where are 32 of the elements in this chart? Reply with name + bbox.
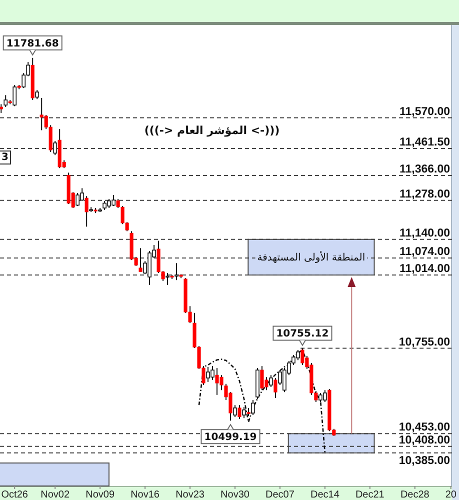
ref-line-label: 11,140.00: [399, 227, 450, 240]
note: 3: [0, 150, 11, 164]
x-tick-label: Dec14: [310, 490, 340, 500]
ref-line-label: 11,278.00: [399, 188, 450, 200]
x-tick-label: Dec28: [400, 490, 430, 500]
ref-line-label: 11,366.00: [399, 163, 450, 176]
ref-line-label: 10,755.00: [398, 336, 450, 348]
value-callout: 10755.12: [272, 326, 332, 346]
x-tick-label: Dec07: [266, 490, 295, 500]
ref-line-label: 11,014.00: [399, 263, 450, 276]
annotation: 10755.12: [276, 328, 329, 340]
x-tick-label: 20: [445, 490, 457, 500]
x-tick-label: Nov23: [176, 490, 205, 500]
ref-line-label: 10,408.00: [398, 434, 450, 446]
x-tick-label: Nov30: [220, 490, 250, 500]
ref-line-label: 10,453.00: [398, 422, 450, 434]
ref-line-label: 11,570.00: [399, 106, 450, 118]
value-callout: 10499.19: [200, 424, 260, 444]
annotation: 11781.68: [6, 38, 59, 50]
ref-line-label: 10,385.00: [398, 454, 450, 467]
x-tick-label: Nov16: [130, 490, 160, 500]
x-tick-label: Oct26: [1, 490, 28, 500]
ref-line-label: 11,461.50: [399, 136, 450, 148]
x-tick-label: Nov09: [86, 490, 115, 500]
x-tick-label: Dec21: [355, 490, 385, 500]
value-callout: 11781.68: [2, 35, 62, 56]
annotation: 3: [2, 152, 8, 163]
x-tick-label: Nov02: [40, 490, 70, 500]
note: (((-> المؤشر العام <-))): [144, 124, 280, 137]
ref-line-label: 11,074.00: [399, 246, 450, 258]
annotation: 10499.19: [204, 432, 257, 444]
band-label: المنطقة الأولى المستهدفة: [257, 250, 366, 264]
